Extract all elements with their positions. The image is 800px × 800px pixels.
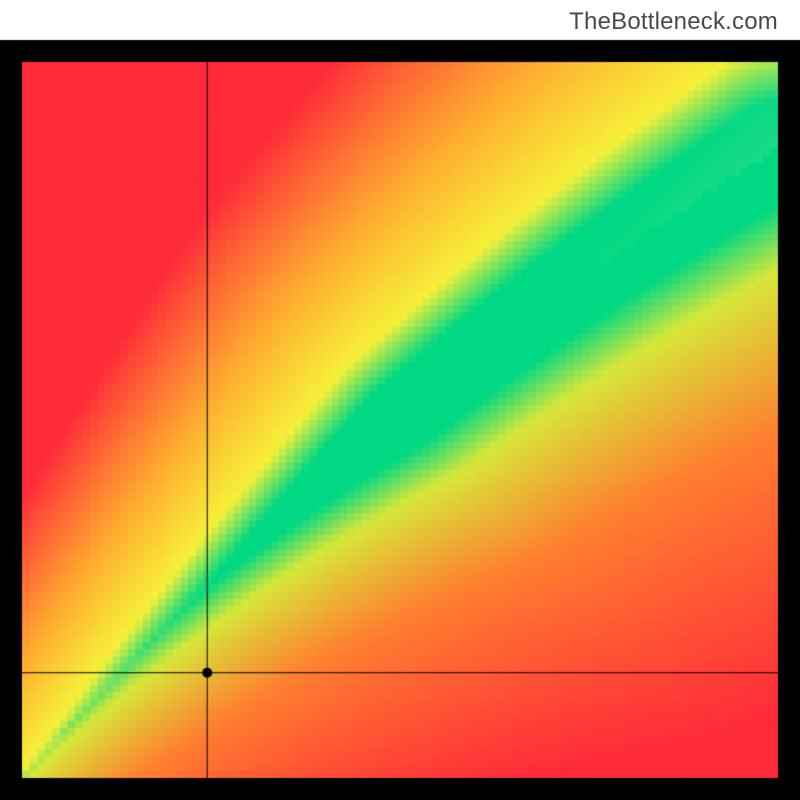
bottleneck-heatmap-canvas: [0, 0, 800, 800]
bottleneck-chart-container: TheBottleneck.com: [0, 0, 800, 800]
watermark-text: TheBottleneck.com: [569, 8, 778, 36]
